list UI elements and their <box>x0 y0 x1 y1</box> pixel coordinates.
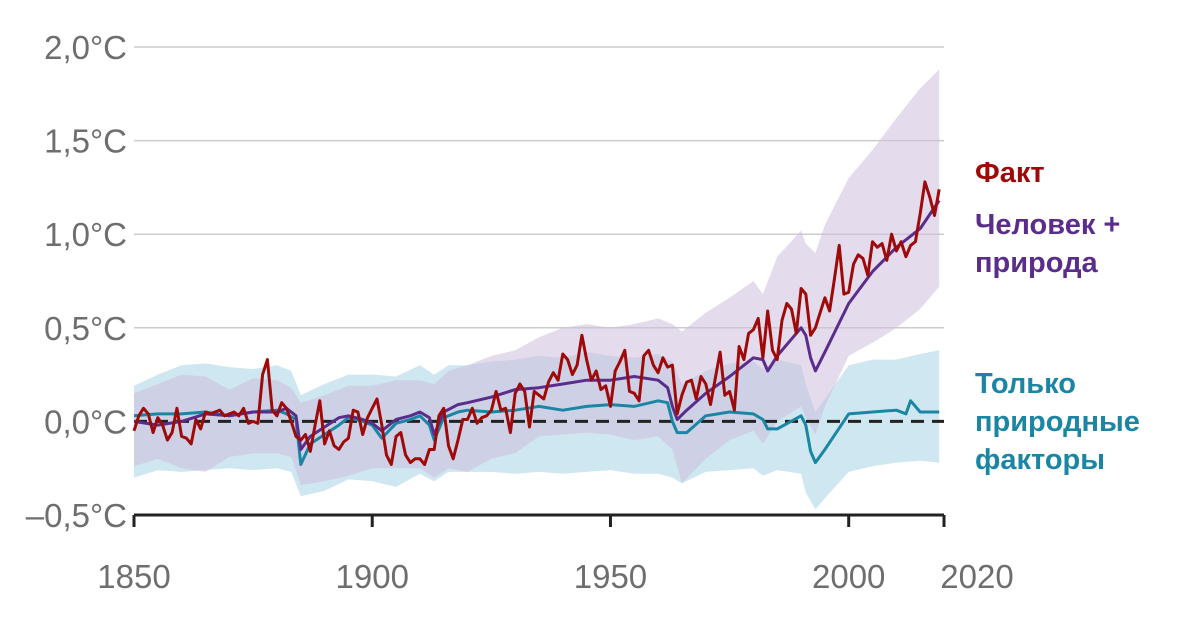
legend-label-human_natural: природа <box>975 247 1099 279</box>
y-tick-label: 2,0°C <box>44 29 127 66</box>
x-tick-label: 1950 <box>574 558 647 595</box>
legend-label-natural_only: факторы <box>975 444 1105 476</box>
uncertainty-bands <box>134 69 940 510</box>
x-tick-label: 2020 <box>940 558 1013 595</box>
series-line-natural_only <box>133 399 940 466</box>
x-tick-label: 1900 <box>336 558 409 595</box>
legend-label-natural_only: природные <box>975 406 1140 438</box>
y-tick-label: 1,0°C <box>44 216 127 253</box>
y-tick-label: 1,5°C <box>44 123 127 160</box>
y-tick-labels: 2,0°C 1,5°C 1,0°C 0,5°C 0,0°C –0,5°C <box>26 29 127 534</box>
x-axis <box>132 513 946 527</box>
x-tick-label: 1850 <box>97 558 170 595</box>
legend-label-natural_only: Только <box>975 368 1076 400</box>
x-tick-labels: 1850 1900 1950 2000 2020 <box>97 558 1013 595</box>
legend: Факт Человек + природа Только природные факто… <box>975 157 1140 476</box>
x-tick-label: 2000 <box>812 558 885 595</box>
series-line-observed <box>132 180 941 466</box>
legend-label-human_natural: Человек + <box>975 209 1120 241</box>
legend-label-observed: Факт <box>975 157 1045 189</box>
y-tick-label: 0,5°C <box>44 310 127 347</box>
series-lines <box>132 180 941 466</box>
y-tick-label: –0,5°C <box>26 497 127 534</box>
y-tick-label: 0,0°C <box>44 403 127 440</box>
